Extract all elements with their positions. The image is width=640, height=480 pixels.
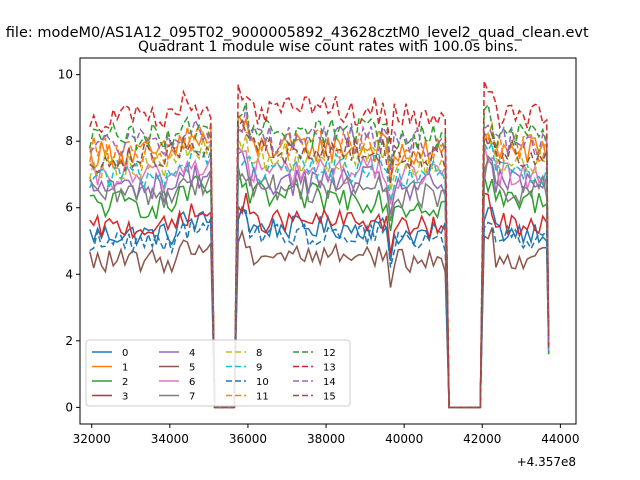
legend-label-3: 3: [122, 392, 128, 403]
legend-label-12: 12: [323, 348, 336, 359]
x-axis: 32000 34000 36000 38000 40000 42000 44000: [73, 424, 579, 446]
x-tick-label: 44000: [541, 432, 579, 446]
y-tick-label: 10: [58, 68, 73, 82]
legend-label-4: 4: [189, 348, 195, 359]
chart-title: Quadrant 1 module wise count rates with …: [138, 39, 518, 55]
legend-label-6: 6: [189, 377, 195, 388]
x-tick-label: 36000: [229, 432, 267, 446]
x-tick-label: 38000: [307, 432, 345, 446]
legend-label-13: 13: [323, 363, 336, 374]
y-tick-label: 2: [65, 334, 73, 348]
x-tick-label: 32000: [73, 432, 111, 446]
series-lines: [89, 80, 550, 409]
legend-label-5: 5: [189, 363, 195, 374]
legend-label-0: 0: [122, 348, 128, 359]
series-line-15: [89, 118, 550, 409]
y-axis: 0 2 4 6 8 10: [58, 68, 80, 414]
legend-label-1: 1: [122, 363, 128, 374]
x-tick-label: 40000: [385, 432, 423, 446]
y-tick-label: 0: [65, 400, 73, 414]
y-tick-label: 8: [65, 134, 73, 148]
legend-box: [85, 339, 351, 407]
legend-label-2: 2: [122, 377, 128, 388]
legend-label-10: 10: [256, 377, 269, 388]
legend-label-8: 8: [256, 348, 262, 359]
x-tick-label: 42000: [463, 432, 501, 446]
figure-suptitle: n file: modeM0/AS1A12_095T02_9000005892_…: [0, 25, 589, 41]
legend-label-7: 7: [189, 392, 195, 403]
legend-label-14: 14: [323, 377, 336, 388]
series-line-10: [89, 208, 550, 409]
legend-label-9: 9: [256, 363, 262, 374]
legend-label-15: 15: [323, 392, 336, 403]
series-line-13: [89, 80, 550, 409]
x-tick-label: 34000: [151, 432, 189, 446]
plot-area-frame: [79, 57, 577, 425]
x-offset-label: +4.357e8: [517, 455, 576, 469]
y-tick-label: 6: [65, 201, 73, 215]
y-tick-label: 4: [65, 267, 73, 281]
legend-label-11: 11: [256, 392, 269, 403]
